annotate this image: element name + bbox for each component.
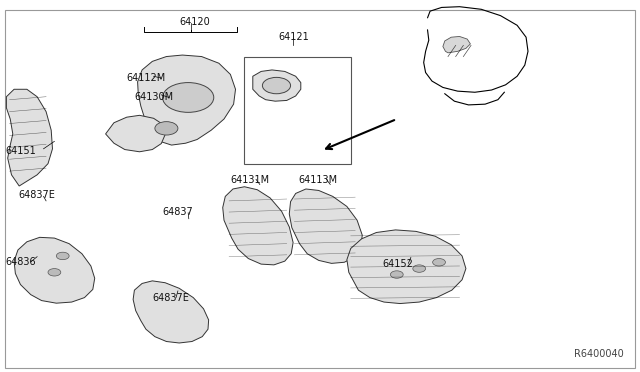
Circle shape [163, 83, 214, 112]
Text: R6400040: R6400040 [574, 349, 624, 359]
Text: 64837: 64837 [162, 207, 193, 217]
Text: 64121: 64121 [278, 32, 309, 42]
Polygon shape [138, 55, 236, 145]
Polygon shape [223, 187, 293, 265]
Circle shape [155, 122, 178, 135]
Polygon shape [253, 70, 301, 101]
Circle shape [413, 265, 426, 272]
Polygon shape [106, 115, 165, 152]
Text: 64120: 64120 [179, 17, 210, 27]
Circle shape [433, 259, 445, 266]
Text: 64837E: 64837E [152, 293, 189, 302]
Text: 64836: 64836 [5, 257, 36, 267]
Bar [244, 57, 351, 164]
Text: 64152: 64152 [383, 259, 413, 269]
Circle shape [262, 77, 291, 94]
Polygon shape [347, 230, 466, 304]
Text: 64113M: 64113M [298, 176, 337, 185]
Text: 64130M: 64130M [134, 92, 173, 102]
Polygon shape [289, 189, 362, 263]
Polygon shape [6, 89, 52, 186]
Text: 64112M: 64112M [127, 73, 166, 83]
Circle shape [390, 271, 403, 278]
Text: 64151: 64151 [5, 146, 36, 155]
Circle shape [56, 252, 69, 260]
Polygon shape [133, 281, 209, 343]
Polygon shape [14, 237, 95, 303]
Polygon shape [443, 36, 470, 53]
Text: 64131M: 64131M [230, 176, 269, 185]
Circle shape [48, 269, 61, 276]
Text: 64837E: 64837E [18, 190, 55, 200]
